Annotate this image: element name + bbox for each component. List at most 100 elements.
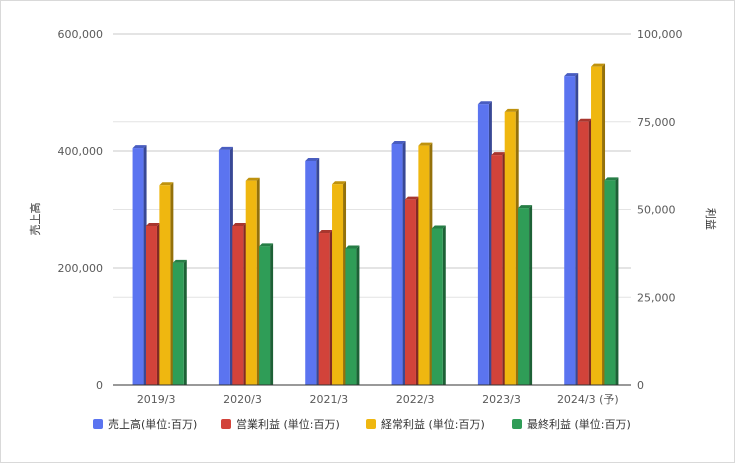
bar-top [564, 73, 579, 77]
bar-side [256, 177, 260, 385]
bar-side [529, 205, 533, 385]
bar [477, 101, 492, 385]
bar-side [615, 177, 619, 385]
bar-top [232, 222, 247, 226]
bar-side [429, 142, 433, 385]
legend-swatch [512, 419, 522, 429]
bar-side [602, 63, 606, 385]
bar-front [604, 180, 616, 385]
bar [418, 142, 433, 385]
legend-item: 最終利益 (単位:百万) [512, 417, 631, 431]
legend-item: 売上高(単位:百万) [93, 417, 197, 431]
bar-top [604, 177, 619, 181]
bar-side [143, 145, 147, 385]
bar [172, 259, 187, 385]
bar-front [232, 225, 244, 385]
bar-side [316, 157, 320, 385]
bar-top [159, 182, 174, 186]
y-left-tick-label: 200,000 [58, 262, 104, 275]
y-right-axis-title: 利益 [704, 208, 718, 230]
y-left-tick-label: 0 [96, 379, 103, 392]
bar-front [431, 228, 443, 385]
bar-front [305, 160, 317, 385]
bar-top [491, 152, 506, 156]
bar [245, 177, 260, 385]
bar-top [504, 108, 519, 112]
y-left-axis-title: 売上高 [28, 203, 42, 236]
bar-front [318, 233, 330, 385]
bar-top [518, 205, 533, 209]
legend-swatch [221, 419, 231, 429]
bar-side [515, 108, 519, 385]
bar-side [243, 222, 247, 385]
bar [518, 205, 533, 385]
bar-side [343, 181, 347, 385]
bar [259, 243, 274, 385]
bar-side [575, 73, 579, 386]
bar-front [345, 248, 357, 385]
x-tick-label: 2023/3 [482, 393, 521, 406]
x-tick-label: 2019/3 [137, 393, 176, 406]
bar-top [418, 142, 433, 146]
y-left-tick-label: 400,000 [58, 145, 104, 158]
bar-side [156, 222, 160, 385]
y-left-tick-label: 600,000 [58, 28, 104, 41]
bar-side [356, 245, 360, 385]
bar [159, 182, 174, 385]
bar [232, 222, 247, 385]
bar [591, 63, 606, 385]
bar-top [172, 259, 187, 263]
bar-front [577, 121, 589, 385]
bar-side [170, 182, 174, 385]
bar [604, 177, 619, 385]
bar-front [159, 185, 171, 385]
bar-top [132, 145, 147, 149]
bar-front [404, 199, 416, 385]
bar [332, 181, 347, 385]
bar-top [345, 245, 360, 249]
legend-item: 経常利益 (単位:百万) [366, 417, 485, 431]
bar-front [564, 76, 576, 386]
bar-top [318, 230, 333, 234]
bar [504, 108, 519, 385]
bar-top [305, 157, 320, 161]
bar [318, 230, 333, 385]
bar-side [415, 196, 419, 385]
y-right-tick-label: 75,000 [637, 116, 676, 129]
axes: 0 25,000 50,000 75,000 100,000 0 200,000 400,00… [58, 28, 683, 406]
bar-front [245, 180, 257, 385]
bar-front [259, 246, 271, 385]
bar-top [577, 118, 592, 122]
x-tick-label: 2024/3 (予) [557, 393, 619, 406]
bar-front [391, 143, 403, 385]
y-right-tick-label: 50,000 [637, 204, 676, 217]
bar-side [183, 259, 187, 385]
bar-side [488, 101, 492, 385]
bar [431, 225, 446, 385]
bars [132, 63, 619, 386]
bar-top [404, 196, 419, 200]
bar-front [418, 145, 430, 385]
legend-swatch [366, 419, 376, 429]
bar [305, 157, 320, 385]
bar-top [391, 140, 406, 144]
bar-top [332, 181, 347, 185]
legend-swatch [93, 419, 103, 429]
legend-label: 売上高(単位:百万) [108, 417, 197, 431]
bar-front [132, 148, 144, 385]
bar-front [218, 149, 230, 385]
bar-front [504, 111, 516, 385]
x-tick-label: 2022/3 [396, 393, 435, 406]
bar-top [259, 243, 274, 247]
x-tick-label: 2021/3 [309, 393, 348, 406]
y-right-tick-label: 100,000 [637, 28, 683, 41]
bar-side [329, 230, 333, 385]
legend-item: 営業利益 (単位:百万) [221, 417, 340, 431]
bar-front [518, 208, 530, 385]
bar-front [332, 184, 344, 385]
bar-front [491, 155, 503, 385]
bar [218, 146, 233, 385]
bar [345, 245, 360, 385]
